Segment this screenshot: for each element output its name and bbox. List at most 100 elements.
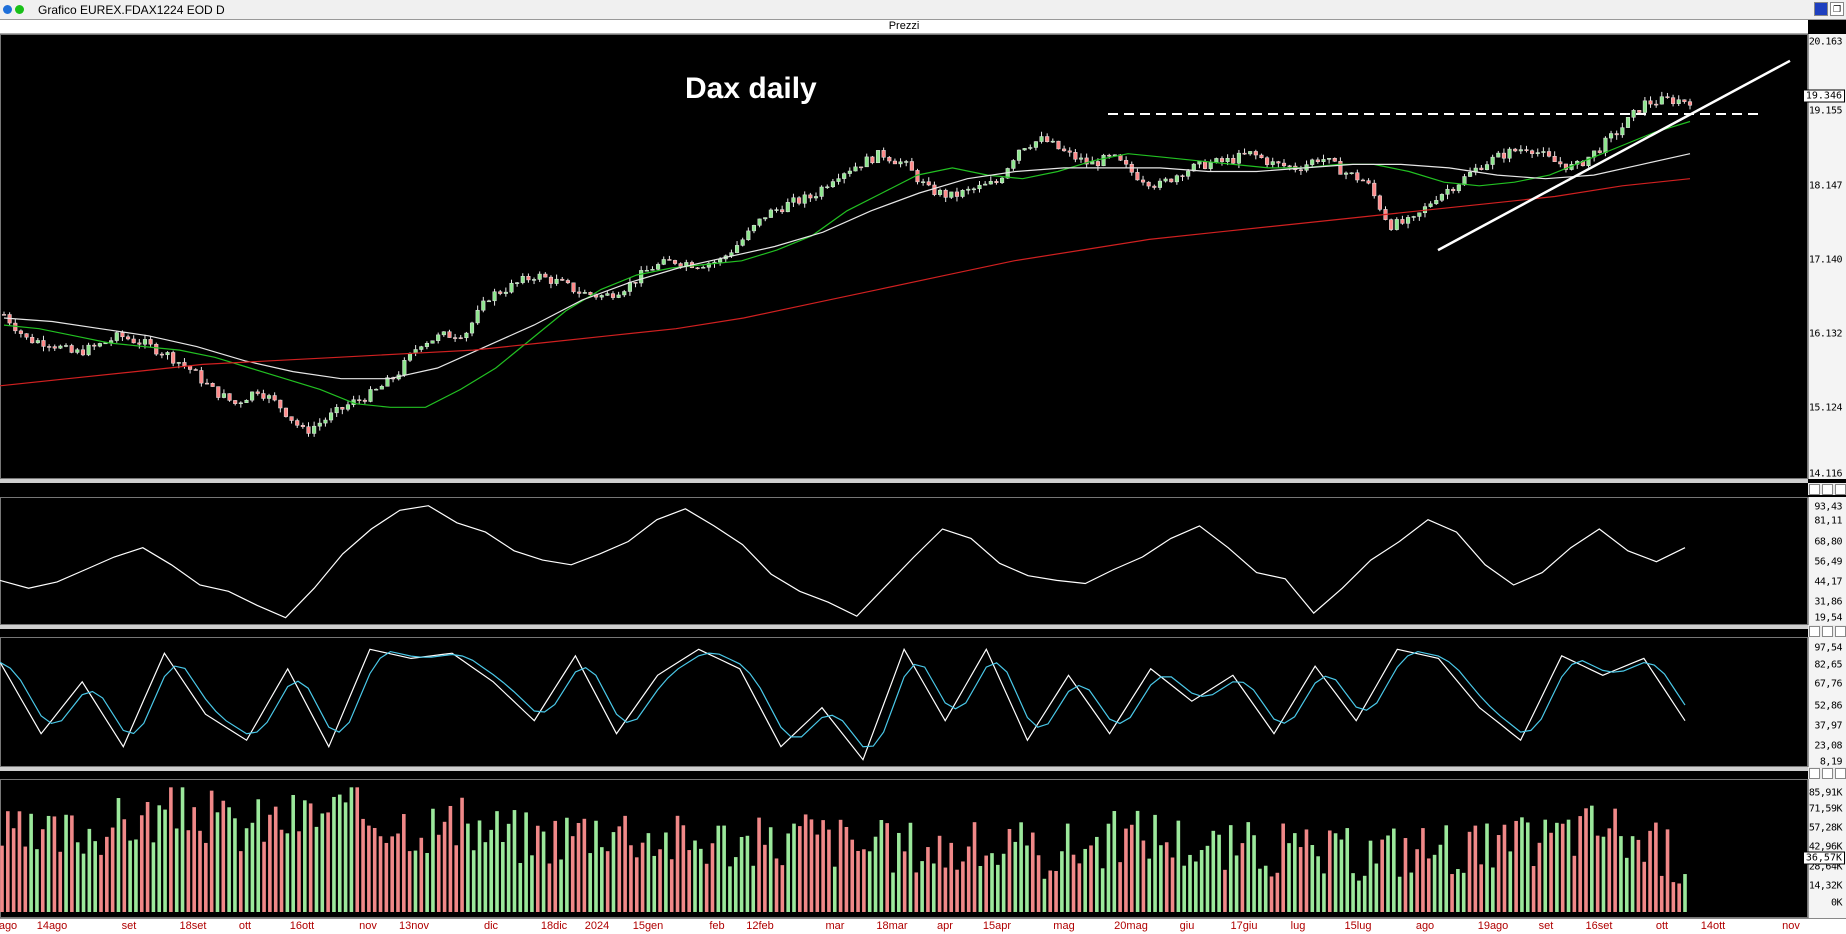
- pane-splitter[interactable]: [0, 625, 1808, 629]
- candle-body: [656, 264, 661, 270]
- rsi-pane[interactable]: [0, 497, 1808, 625]
- price-pane[interactable]: [0, 34, 1808, 479]
- candle-body: [757, 218, 762, 226]
- pane-splitter[interactable]: [0, 767, 1808, 771]
- pane-minimize-icon[interactable]: [1808, 484, 1820, 495]
- pane-close-icon[interactable]: [1834, 484, 1846, 495]
- chart-canvas[interactable]: [0, 0, 1808, 918]
- volume-bar: [215, 812, 220, 912]
- green-status-dot[interactable]: [15, 5, 24, 14]
- volume-bar: [827, 829, 831, 912]
- volume-bar: [297, 831, 301, 912]
- x-tick: 15gen: [632, 920, 664, 932]
- pane-maximize-icon[interactable]: [1821, 768, 1833, 779]
- volume-bar: [1578, 816, 1582, 912]
- candle-body: [475, 309, 480, 324]
- volume-tick: 42,96K: [1808, 841, 1843, 853]
- volume-bar: [1135, 810, 1140, 912]
- volume-bar: [926, 847, 930, 912]
- pane-maximize-icon[interactable]: [1821, 484, 1833, 495]
- volume-bar: [1642, 861, 1647, 912]
- candle-body: [436, 334, 441, 341]
- candle-body: [672, 260, 678, 264]
- candle-body: [24, 333, 29, 338]
- volume-bar: [838, 819, 843, 912]
- price-axis[interactable]: 20.163 19.155 18.147 17.140 16.132 15.12…: [1802, 34, 1846, 480]
- volume-bar: [1199, 850, 1204, 912]
- candle-body: [949, 191, 954, 198]
- candle-body: [1355, 172, 1360, 181]
- stochastic-tick: 52,86: [1814, 700, 1842, 712]
- pane-minimize-icon[interactable]: [1808, 626, 1820, 637]
- volume-bar: [268, 814, 272, 912]
- volume-bar: [1607, 828, 1612, 912]
- stochastic-pane[interactable]: [0, 637, 1808, 767]
- candle-body: [1603, 137, 1608, 153]
- candle-body: [1332, 158, 1337, 162]
- volume-bar: [209, 790, 214, 912]
- pane-maximize-icon[interactable]: [1821, 626, 1833, 637]
- stochastic-d-line: [0, 650, 1686, 748]
- volume-bar: [361, 818, 365, 912]
- candle-body: [1490, 156, 1495, 165]
- candle-body: [1039, 136, 1044, 142]
- candle-body: [1654, 103, 1659, 106]
- candle-body: [1180, 175, 1185, 177]
- candle-body: [1022, 148, 1027, 151]
- volume-bar: [1671, 882, 1676, 912]
- candle-body: [1614, 133, 1619, 136]
- candle-body: [266, 395, 272, 399]
- candle-body: [842, 173, 847, 179]
- volume-bar: [1397, 876, 1402, 912]
- candle-body: [1219, 158, 1225, 162]
- candle-body: [137, 342, 142, 345]
- volume-axis[interactable]: 85,91K 71,59K 57,28K 42,96K 28,64K 14,32…: [1802, 779, 1846, 918]
- volume-bar: [349, 787, 354, 912]
- candle-body: [548, 276, 554, 284]
- volume-bar: [920, 861, 924, 912]
- stochastic-tick: 97,54: [1814, 642, 1842, 654]
- candle-body: [159, 353, 164, 356]
- candle-body: [464, 332, 469, 339]
- rsi-tick: 31,86: [1814, 596, 1842, 608]
- candle-body: [780, 209, 785, 213]
- volume-bar: [343, 802, 348, 912]
- volume-bar: [798, 826, 802, 912]
- rsi-axis[interactable]: 93,43 81,11 68,80 56,49 44,17 31,86 19,5…: [1808, 497, 1846, 625]
- candle-body: [909, 161, 914, 171]
- volume-bar: [163, 809, 167, 912]
- candle-body: [1411, 216, 1416, 218]
- volume-pane-controls: [1808, 767, 1846, 779]
- candle-body: [176, 362, 181, 364]
- volume-bar: [0, 845, 4, 912]
- volume-bar: [64, 814, 68, 912]
- volume-bar: [1217, 834, 1221, 912]
- pane-minimize-icon[interactable]: [1808, 768, 1820, 779]
- pane-close-icon[interactable]: [1834, 626, 1846, 637]
- blue-status-dot[interactable]: [3, 5, 12, 14]
- candle-body: [498, 291, 503, 294]
- minimize-icon[interactable]: [1814, 2, 1828, 16]
- volume-bar: [1357, 880, 1361, 912]
- candle-body: [881, 150, 886, 158]
- candle-body: [1372, 182, 1377, 197]
- volume-bar: [29, 813, 33, 912]
- volume-bar: [1124, 828, 1128, 912]
- volume-bar: [285, 833, 290, 912]
- volume-bar: [972, 822, 977, 912]
- volume-bar: [524, 812, 528, 912]
- volume-bar: [1461, 872, 1466, 912]
- candle-body: [1067, 150, 1072, 153]
- volume-bar: [116, 798, 121, 912]
- pane-close-icon[interactable]: [1834, 768, 1846, 779]
- candle-body: [1225, 157, 1230, 162]
- restore-icon[interactable]: ❐: [1830, 2, 1844, 16]
- candle-body: [802, 194, 807, 204]
- pane-splitter[interactable]: [0, 479, 1808, 483]
- volume-bar: [588, 853, 592, 912]
- volume-bar: [1537, 842, 1542, 912]
- stochastic-axis[interactable]: 97,54 82,65 67,76 52,86 37,97 23,08 8,19: [1808, 637, 1846, 768]
- moving-average-short-line: [3, 120, 1691, 408]
- time-axis[interactable]: ago 14ago set 18set ott 16ott nov 13nov …: [0, 918, 1846, 934]
- volume-bar: [1234, 855, 1239, 912]
